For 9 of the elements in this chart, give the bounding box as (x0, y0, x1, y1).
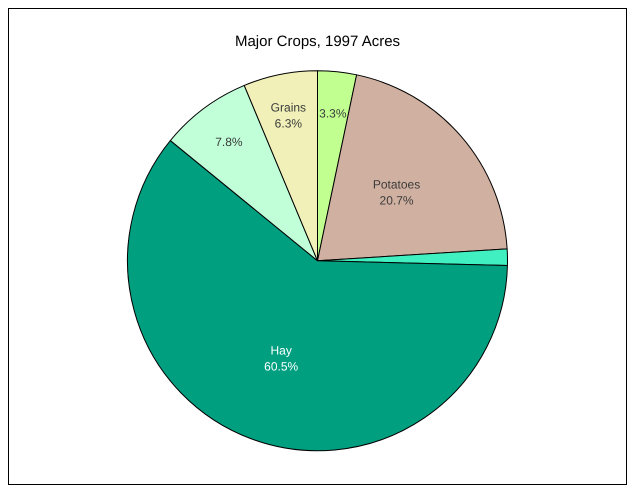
data-label: 6.3% (274, 116, 302, 130)
slice-label: Hay (270, 344, 292, 358)
data-label: 20.7% (380, 193, 414, 208)
chart-title: Major Crops, 1997 Acres (234, 33, 400, 50)
data-label: 7.8% (215, 134, 243, 149)
slice-label: Potatoes (372, 177, 420, 192)
data-label: 3.3% (319, 106, 347, 120)
slice-label: Grains (270, 100, 306, 114)
data-label: 60.5% (264, 360, 299, 374)
